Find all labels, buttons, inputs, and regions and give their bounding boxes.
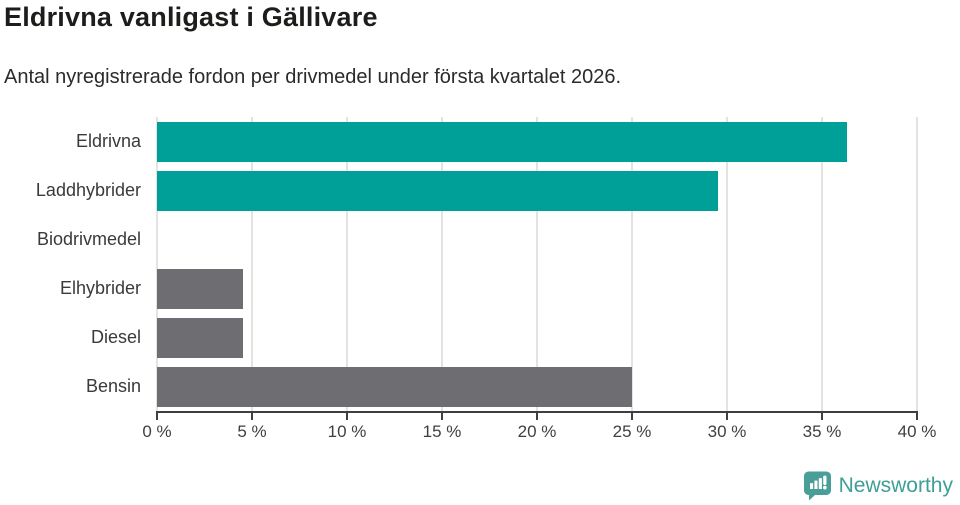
x-tick <box>441 413 443 420</box>
x-tick-label: 25 % <box>612 422 652 441</box>
x-tick-label: 5 % <box>237 422 267 441</box>
x-tick-label: 15 % <box>422 422 462 441</box>
x-tick-label: 20 % <box>517 422 557 441</box>
x-axis-tick-labels: 0 % 5 % 10 % 15 % 20 % 25 % 30 % 35 % 40 % <box>142 422 936 444</box>
x-tick-label: 0 % <box>142 422 172 441</box>
bar <box>157 268 243 309</box>
x-tick-label: 10 % <box>327 422 367 441</box>
gridline <box>631 117 633 411</box>
bar <box>157 366 632 407</box>
x-tick <box>821 413 823 420</box>
gridline <box>821 117 823 411</box>
newsworthy-brand-link[interactable]: Newsworthy <box>803 470 953 501</box>
category-label: Laddhybrider <box>35 180 141 200</box>
category-label: Elhybrider <box>59 278 141 298</box>
category-axis-labels: Eldrivna Laddhybrider Biodrivmedel Elhybrid… <box>0 117 141 411</box>
x-axis-ticks <box>156 413 918 420</box>
newsworthy-wordmark: Newsworthy <box>838 473 953 497</box>
category-label: Biodrivmedel <box>36 229 141 249</box>
x-tick-label: 40 % <box>897 422 937 441</box>
x-tick <box>916 413 918 420</box>
category-label: Eldrivna <box>75 131 141 151</box>
x-tick-label: 35 % <box>802 422 842 441</box>
x-tick-label: 30 % <box>707 422 747 441</box>
x-axis-line <box>156 411 918 413</box>
plot-area <box>156 117 918 411</box>
x-tick <box>536 413 538 420</box>
x-tick <box>156 413 158 420</box>
gridline <box>156 117 158 411</box>
x-tick <box>631 413 633 420</box>
x-tick <box>726 413 728 420</box>
chart-subtitle: Antal nyregistrerade fordon per drivmede… <box>4 66 622 88</box>
x-tick <box>251 413 253 420</box>
bar <box>157 170 718 211</box>
x-tick <box>346 413 348 420</box>
gridline <box>251 117 253 411</box>
gridline <box>916 117 918 411</box>
category-label: Diesel <box>90 327 141 347</box>
bar <box>157 317 243 358</box>
chart-title: Eldrivna vanligast i Gällivare <box>4 2 378 32</box>
gridline <box>726 117 728 411</box>
category-label: Bensin <box>85 376 141 396</box>
gridline <box>536 117 538 411</box>
newsworthy-logo-icon <box>803 470 832 501</box>
gridline <box>441 117 443 411</box>
bar <box>157 121 847 162</box>
gridline <box>346 117 348 411</box>
